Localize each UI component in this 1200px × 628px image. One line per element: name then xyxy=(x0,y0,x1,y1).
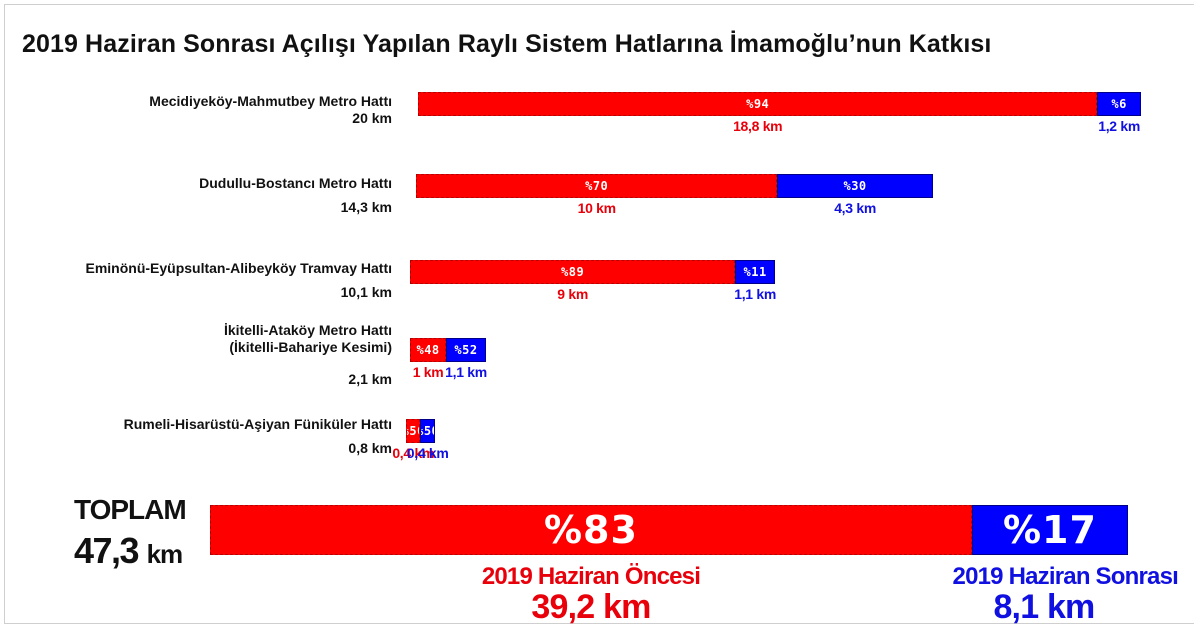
line-length: 10,1 km xyxy=(340,284,392,300)
total-before-title: 2019 Haziran Öncesi xyxy=(481,563,701,590)
line-length: 20 km xyxy=(352,110,392,126)
total-length-unit: km xyxy=(146,539,184,569)
line-length: 0,8 km xyxy=(348,440,392,456)
total-length-value: 47,3 xyxy=(74,530,140,571)
total-length: 47,3 km xyxy=(74,530,184,572)
line-name: Mecidiyeköy-Mahmutbey Metro Hattı xyxy=(149,93,392,109)
after-bar: %50 xyxy=(420,419,435,443)
line-name: Dudullu-Bostancı Metro Hattı xyxy=(199,175,392,191)
before-km-label: 9 km xyxy=(557,286,588,302)
after-km-label: 0,4 km xyxy=(406,445,449,461)
chart-frame xyxy=(4,4,1194,624)
after-bar: %6 xyxy=(1097,92,1141,116)
total-after-km: 8,1 km xyxy=(993,588,1095,626)
line-name: İkitelli-Ataköy Metro Hattı xyxy=(223,322,392,338)
before-bar: %48 xyxy=(410,338,447,362)
before-km-label: 1 km xyxy=(412,364,444,380)
after-bar: %52 xyxy=(446,338,486,362)
line-name-part2: (İkitelli-Bahariye Kesimi) xyxy=(229,339,392,355)
line-length: 2,1 km xyxy=(348,371,392,387)
total-after-bar: %17 xyxy=(971,505,1128,555)
before-bar: %50 xyxy=(406,419,421,443)
chart-title: 2019 Haziran Sonrası Açılışı Yapılan Ray… xyxy=(22,30,992,58)
line-name: Rumeli-Hisarüstü-Aşiyan Füniküler Hattı xyxy=(123,416,392,432)
before-bar: %70 xyxy=(416,174,778,198)
after-km-label: 1,1 km xyxy=(734,286,777,302)
before-km-label: 10 km xyxy=(577,200,617,216)
line-length: 14,3 km xyxy=(340,199,392,215)
after-bar: %30 xyxy=(777,174,933,198)
before-km-label: 18,8 km xyxy=(733,118,783,134)
before-km-label: 0,4 km xyxy=(392,445,435,461)
after-km-label: 4,3 km xyxy=(834,200,876,216)
after-km-label: 1,1 km xyxy=(445,364,487,380)
total-after-title: 2019 Haziran Sonrası xyxy=(952,563,1179,590)
before-bar: %89 xyxy=(410,260,736,284)
total-label: TOPLAM xyxy=(74,494,187,525)
before-bar: %94 xyxy=(418,92,1098,116)
total-before-km: 39,2 km xyxy=(531,588,651,626)
after-bar: %11 xyxy=(735,260,775,284)
total-before-bar: %83 xyxy=(210,505,972,555)
after-km-label: 1,2 km xyxy=(1098,118,1141,134)
line-name: Eminönü-Eyüpsultan-Alibeyköy Tramvay Hat… xyxy=(85,260,392,276)
